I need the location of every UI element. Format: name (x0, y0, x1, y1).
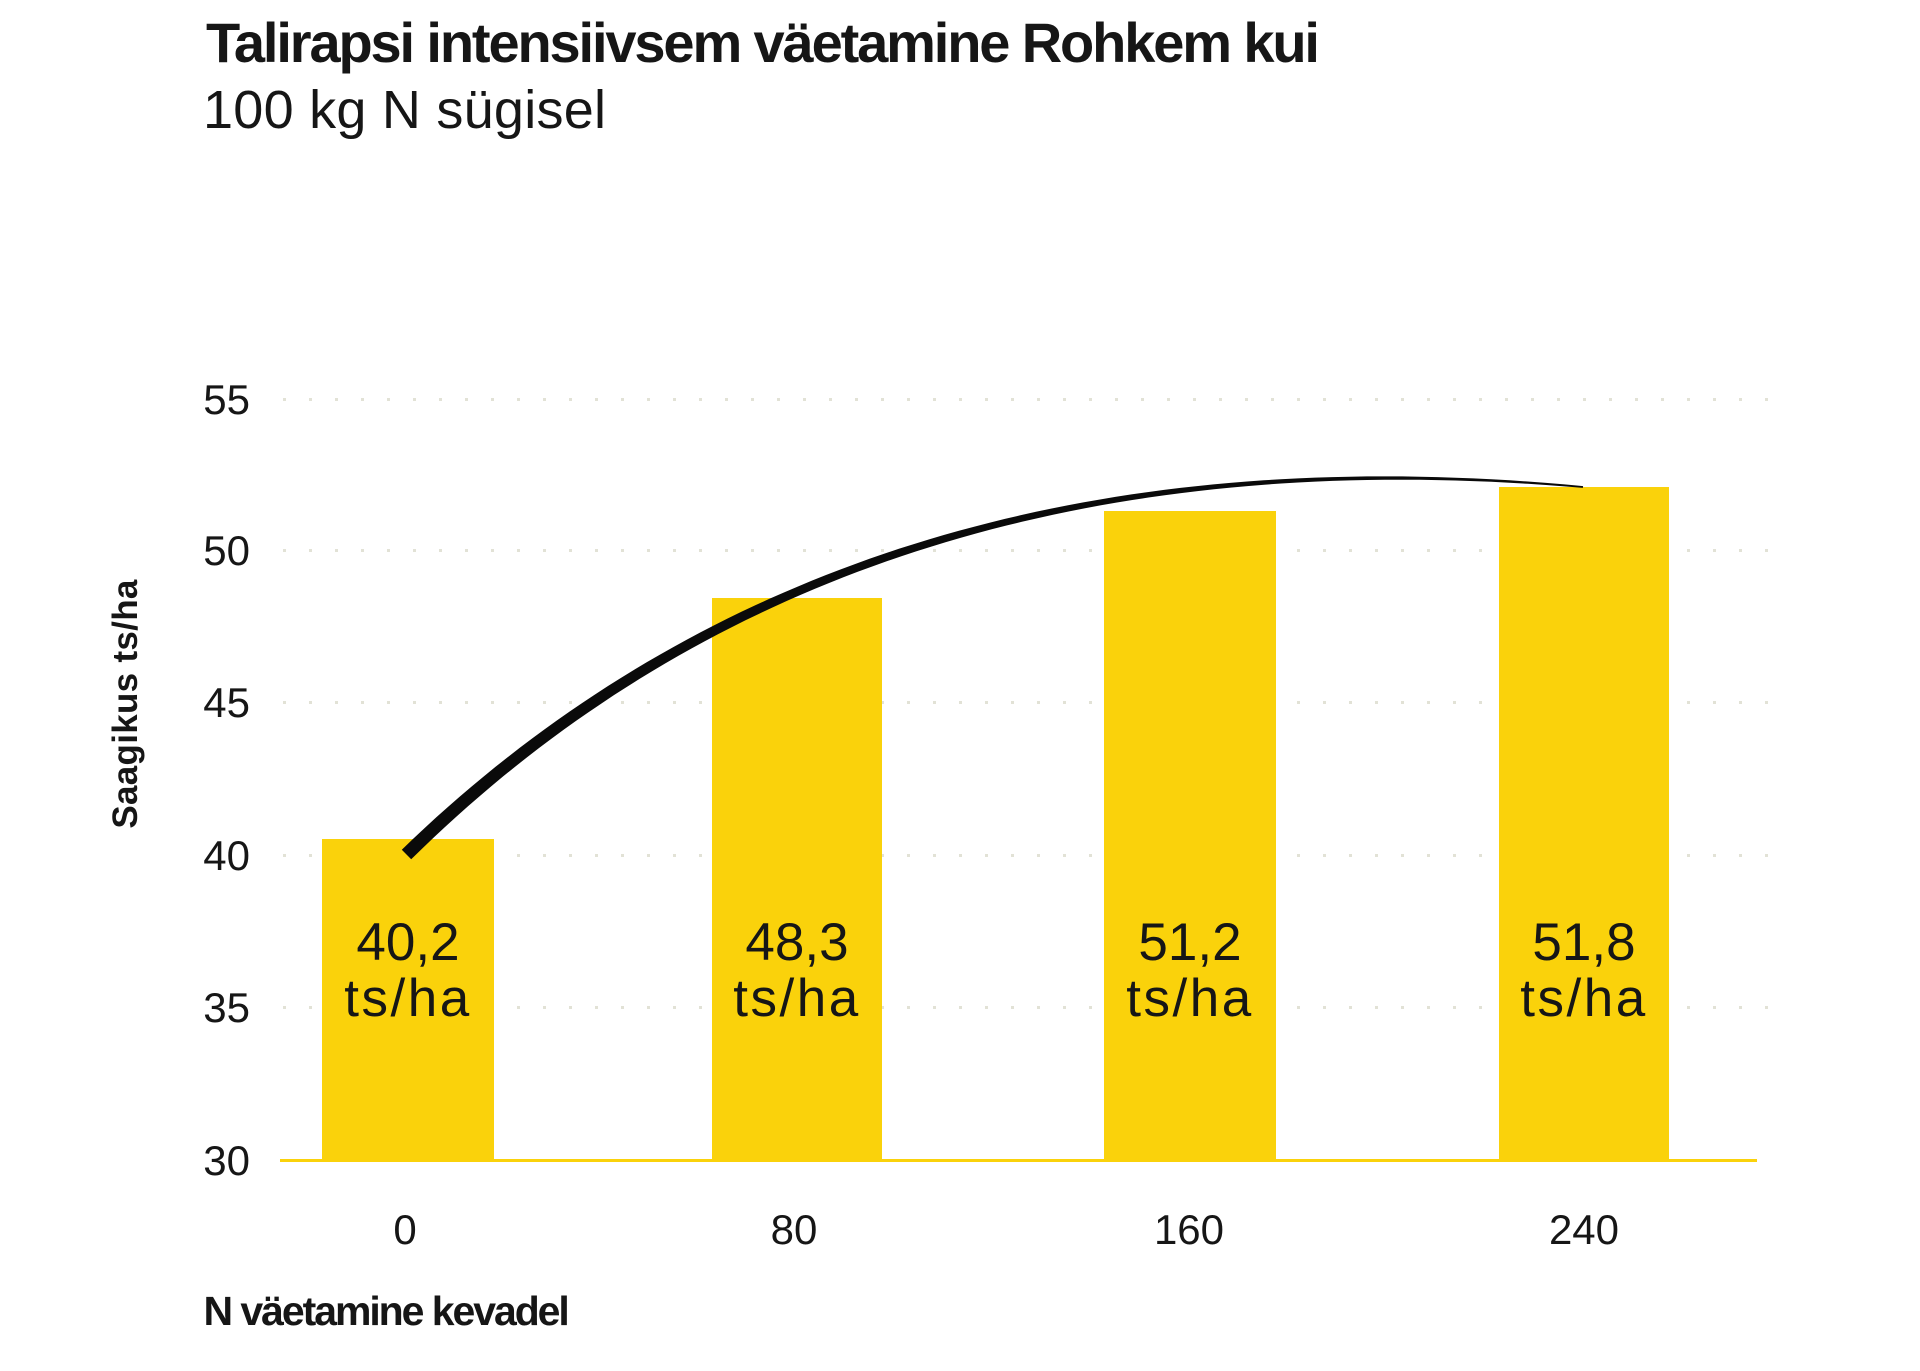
svg-text:45: 45 (203, 679, 250, 726)
svg-text:160: 160 (1154, 1206, 1224, 1253)
svg-text:50: 50 (203, 527, 250, 574)
svg-text:51,8: 51,8 (1532, 913, 1635, 972)
svg-text:ts/ha: ts/ha (1126, 969, 1253, 1028)
svg-text:80: 80 (771, 1206, 818, 1253)
svg-text:55: 55 (203, 376, 250, 423)
svg-text:0: 0 (393, 1206, 416, 1253)
svg-text:48,3: 48,3 (745, 913, 848, 972)
svg-text:40,2: 40,2 (356, 913, 459, 972)
svg-text:51,2: 51,2 (1138, 913, 1241, 972)
svg-text:100 kg N sügisel: 100 kg N sügisel (203, 80, 606, 140)
svg-text:ts/ha: ts/ha (733, 969, 860, 1028)
svg-text:N väetamine kevadel: N väetamine kevadel (204, 1288, 568, 1334)
svg-text:30: 30 (203, 1137, 250, 1184)
svg-text:35: 35 (203, 984, 250, 1031)
svg-text:Talirapsi intensiivsem väetami: Talirapsi intensiivsem väetamine Rohkem … (206, 11, 1318, 74)
svg-text:240: 240 (1549, 1206, 1619, 1253)
svg-text:Saagikus ts/ha: Saagikus ts/ha (106, 579, 145, 829)
svg-text:40: 40 (203, 832, 250, 879)
svg-text:ts/ha: ts/ha (344, 969, 471, 1028)
svg-text:ts/ha: ts/ha (1520, 969, 1647, 1028)
